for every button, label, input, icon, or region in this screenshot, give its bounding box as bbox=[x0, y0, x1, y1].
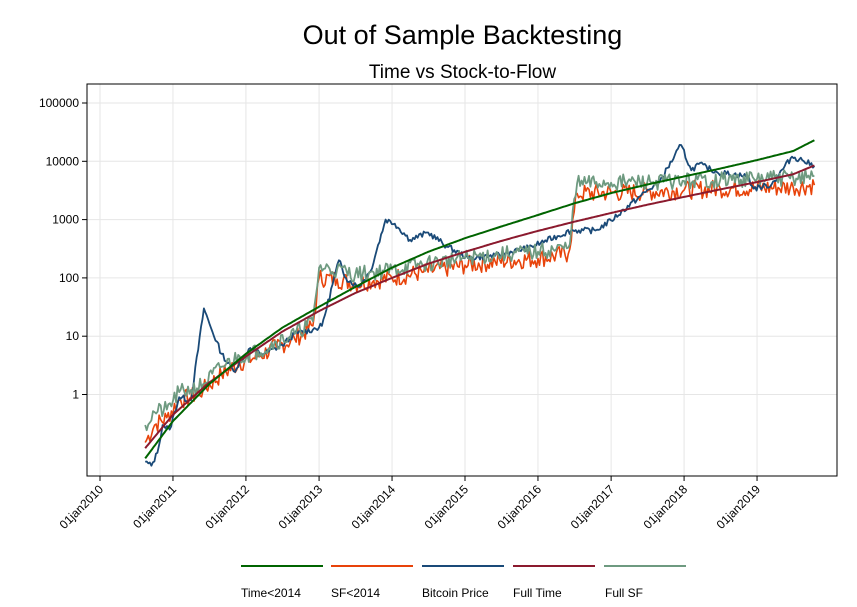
y-tick-label: 1000 bbox=[52, 213, 79, 227]
x-tick-label: 01jan2014 bbox=[349, 482, 399, 532]
y-tick-label: 1 bbox=[72, 388, 79, 402]
legend-label: SF<2014 bbox=[331, 586, 380, 600]
legend-label: Full SF bbox=[605, 586, 643, 600]
chart-title: Out of Sample Backtesting bbox=[302, 20, 623, 50]
y-tick-label: 10000 bbox=[46, 154, 80, 168]
chart-subtitle: Time vs Stock-to-Flow bbox=[368, 62, 557, 83]
x-tick-label: 01jan2016 bbox=[495, 482, 545, 532]
legend-label: Bitcoin Price bbox=[422, 586, 489, 600]
x-tick-label: 01jan2015 bbox=[422, 482, 472, 532]
legend-label: Full Time bbox=[513, 586, 562, 600]
x-tick-label: 01jan2019 bbox=[714, 482, 764, 532]
y-tick-label: 100 bbox=[59, 271, 79, 285]
x-tick-label: 01jan2010 bbox=[57, 482, 107, 532]
series-line-full-sf bbox=[144, 168, 815, 432]
plot-frame bbox=[86, 83, 838, 477]
legend: Time<2014 SF<2014 Bitcoin Price Full Time Fu… bbox=[241, 565, 686, 600]
x-tick-label: 01jan2013 bbox=[276, 482, 326, 532]
x-tick-label: 01jan2018 bbox=[641, 482, 691, 532]
y-tick-label: 10 bbox=[66, 329, 80, 343]
series-line-time-2014 bbox=[144, 139, 815, 459]
y-tick-label: 100000 bbox=[39, 96, 79, 110]
series-layer bbox=[144, 139, 816, 467]
x-tick-label: 01jan2012 bbox=[202, 482, 252, 532]
gridlines bbox=[87, 84, 837, 476]
x-tick-label: 01jan2011 bbox=[130, 482, 179, 531]
y-axis: 1 10 100 1000 10000 100000 bbox=[39, 96, 87, 402]
x-axis: 01jan2010 01jan2011 01jan2012 01jan2013 01ja… bbox=[57, 476, 764, 532]
x-tick-label: 01jan2017 bbox=[568, 482, 618, 532]
series-line-full-time bbox=[144, 164, 815, 449]
legend-label: Time<2014 bbox=[241, 586, 301, 600]
